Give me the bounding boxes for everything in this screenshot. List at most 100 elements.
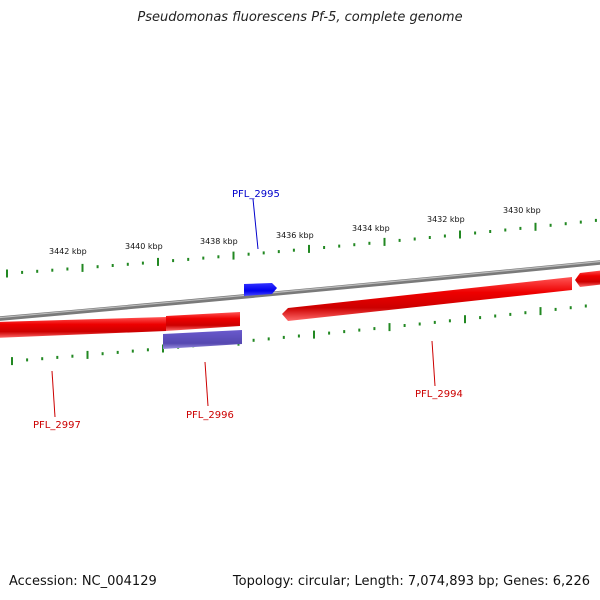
minor-tick (116, 350, 119, 354)
minor-tick (26, 358, 29, 362)
minor-tick (549, 223, 552, 227)
gene-label-PFL_2997[interactable]: PFL_2997 (33, 420, 81, 431)
kbp-label: 3434 kbp (352, 224, 390, 233)
lower-tick-track (11, 304, 587, 366)
gene-feature-PFL_2995[interactable] (244, 283, 277, 296)
genome-summary-text: Topology: circular; Length: 7,074,893 bp… (232, 574, 590, 589)
major-tick (464, 315, 466, 324)
minor-tick (247, 252, 250, 256)
minor-tick (71, 354, 74, 358)
minor-tick (277, 250, 280, 254)
major-tick (232, 251, 235, 260)
minor-tick (579, 220, 582, 224)
minor-tick (126, 262, 129, 266)
genome-title: Pseudomonas fluorescens Pf-5, complete g… (137, 10, 463, 25)
minor-tick (41, 357, 44, 361)
minor-tick (131, 349, 134, 353)
minor-tick (524, 311, 527, 315)
major-tick (6, 269, 8, 278)
minor-tick (443, 234, 446, 238)
upper-tick-track (6, 218, 597, 278)
minor-tick (353, 243, 356, 247)
minor-tick (217, 255, 220, 259)
leader-line-PFL_2997 (51, 370, 56, 418)
major-tick (86, 350, 89, 359)
minor-tick (479, 316, 482, 320)
kbp-label: 3436 kbp (276, 231, 314, 240)
minor-tick (328, 331, 331, 335)
kbp-scale: 3442 kbp 3440 kbp 3438 kbp 3436 kbp 3434… (49, 206, 541, 256)
minor-tick (433, 320, 436, 324)
major-tick (459, 230, 461, 239)
minor-tick (51, 268, 54, 272)
minor-tick (489, 230, 492, 233)
kbp-label: 3440 kbp (125, 242, 163, 251)
major-tick (11, 357, 13, 366)
gene-feature-PFL_2996[interactable] (166, 312, 240, 331)
minor-tick (564, 222, 567, 226)
minor-tick (297, 334, 300, 338)
kbp-label: 3432 kbp (427, 215, 465, 224)
minor-tick (569, 306, 572, 310)
minor-tick (509, 312, 512, 316)
minor-tick (413, 237, 416, 241)
gene-label-PFL_2994[interactable]: PFL_2994 (415, 389, 463, 400)
gene-feature-PFL_2997[interactable] (0, 317, 166, 338)
minor-tick (21, 270, 24, 274)
minor-tick (292, 248, 295, 252)
minor-tick (262, 251, 265, 255)
accession-text: Accession: NC_004129 (9, 574, 157, 589)
minor-tick (448, 319, 451, 323)
minor-tick (323, 246, 326, 249)
gene-label-PFL_2996[interactable]: PFL_2996 (186, 410, 234, 421)
minor-tick (373, 327, 376, 331)
minor-tick (519, 226, 522, 230)
minor-tick (36, 269, 39, 273)
major-tick (157, 257, 159, 266)
minor-tick (66, 267, 69, 271)
minor-tick (368, 241, 371, 245)
minor-tick (474, 231, 477, 235)
minor-tick (267, 337, 270, 341)
major-tick (383, 237, 386, 246)
gene-feature-PFL_2994[interactable] (282, 277, 572, 321)
major-tick (308, 244, 310, 253)
minor-tick (358, 328, 361, 332)
major-tick (388, 323, 391, 332)
minor-tick (101, 352, 104, 356)
minor-tick (343, 330, 346, 334)
leader-line-PFL_2996 (204, 361, 209, 407)
gene-label-PFL_2995[interactable]: PFL_2995 (232, 189, 280, 200)
rna-feature[interactable] (163, 330, 242, 349)
minor-tick (338, 244, 341, 248)
minor-tick (594, 218, 597, 222)
minor-tick (418, 322, 421, 326)
minor-tick (403, 324, 406, 327)
major-tick (313, 330, 315, 339)
minor-tick (504, 228, 507, 232)
minor-tick (202, 256, 205, 260)
kbp-label: 3430 kbp (503, 206, 541, 215)
gene-feature-partial[interactable] (575, 270, 600, 287)
minor-tick (282, 335, 285, 339)
minor-tick (172, 259, 175, 263)
minor-tick (96, 265, 99, 269)
minor-tick (494, 314, 497, 318)
minor-tick (398, 238, 401, 242)
leader-line-PFL_2994 (431, 340, 436, 387)
minor-tick (141, 261, 144, 265)
minor-tick (428, 236, 431, 239)
minor-tick (56, 355, 59, 359)
minor-tick (146, 348, 149, 352)
genome-backbone (0, 260, 600, 321)
kbp-label: 3442 kbp (49, 247, 87, 256)
minor-tick (584, 304, 587, 308)
minor-tick (111, 264, 114, 267)
minor-tick (252, 338, 255, 342)
minor-tick (187, 257, 190, 261)
leader-line-PFL_2995 (252, 198, 259, 250)
major-tick (539, 307, 542, 316)
kbp-label: 3438 kbp (200, 237, 238, 246)
